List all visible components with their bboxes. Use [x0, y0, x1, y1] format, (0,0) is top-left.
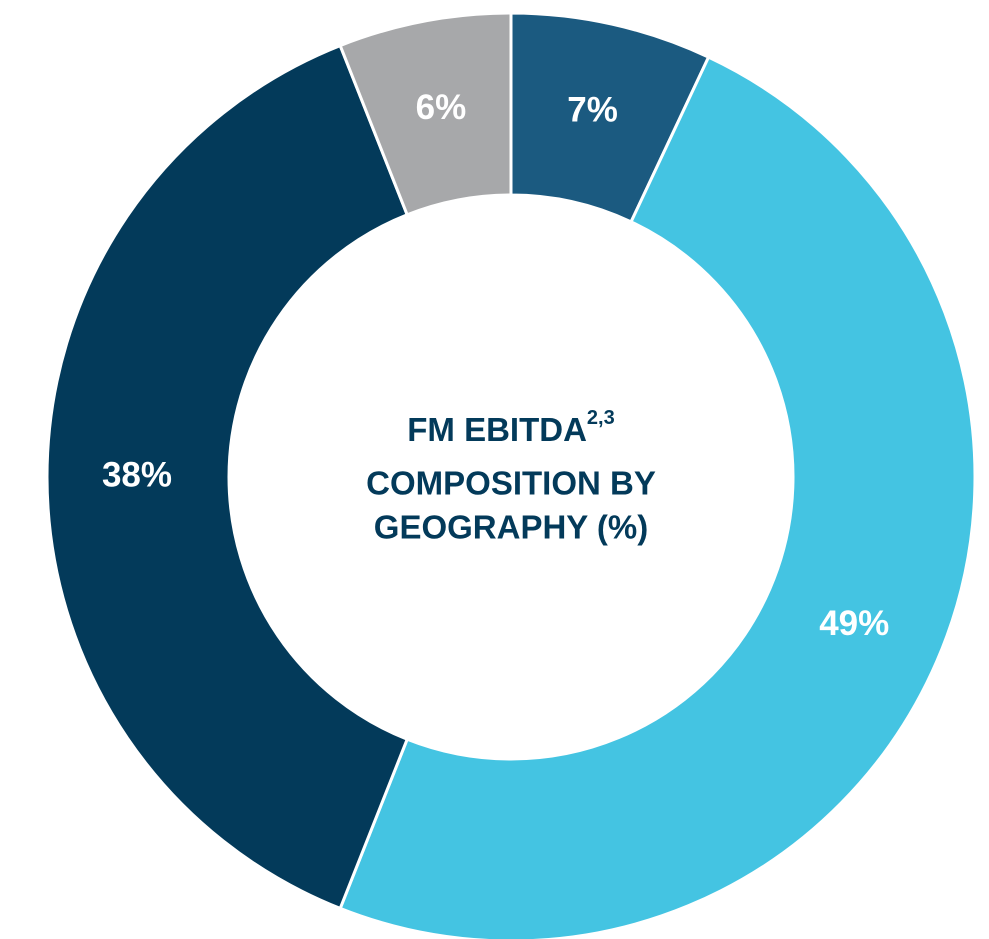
donut-slice	[338, 11, 513, 217]
data-label: 7%	[567, 90, 618, 129]
chart-title-line: GEOGRAPHY (%)	[374, 509, 648, 546]
donut-slice	[45, 43, 410, 911]
data-label: 38%	[102, 455, 172, 494]
chart-title-line: COMPOSITION BY	[366, 465, 656, 502]
donut-slice	[338, 55, 977, 939]
chart-title-superscript: 2,3	[587, 407, 615, 429]
chart-title-text: FM EBITDA	[407, 411, 587, 448]
slices	[45, 11, 977, 939]
chart-title-line: FM EBITDA2,3	[407, 407, 614, 447]
data-label: 49%	[819, 604, 889, 643]
data-label: 6%	[416, 88, 467, 127]
